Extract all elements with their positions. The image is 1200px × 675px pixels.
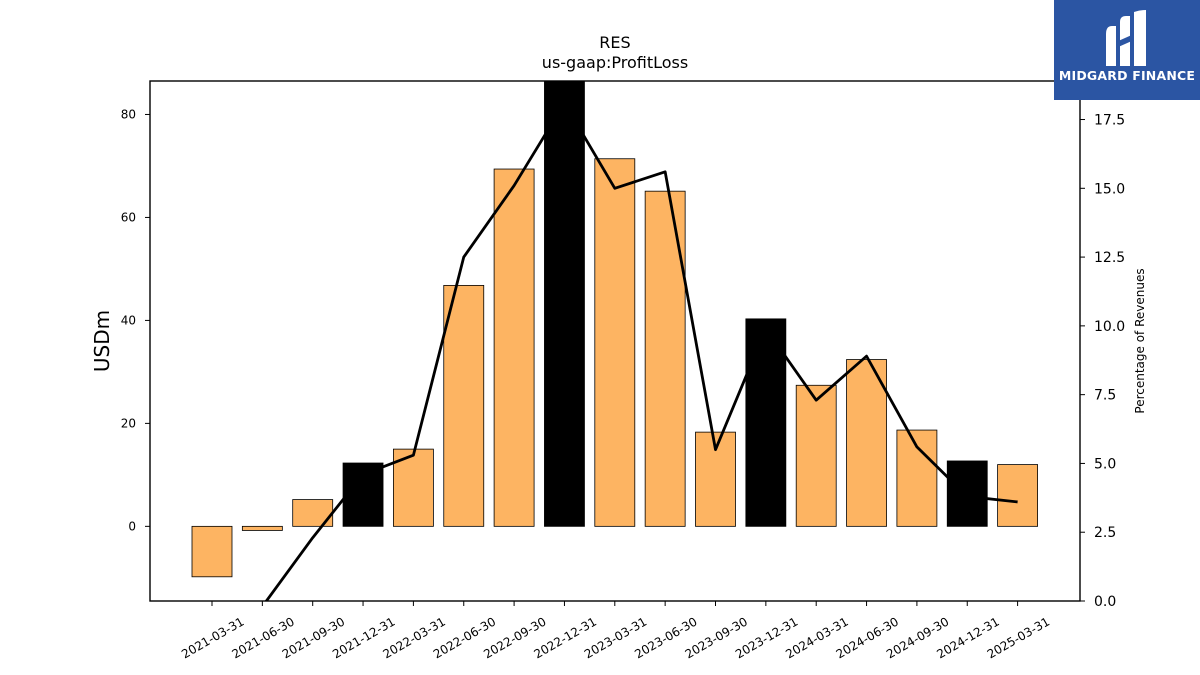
y-tick-label: 80 <box>121 107 136 121</box>
y2-tick-label: 15.0 <box>1094 181 1125 197</box>
bar-2024-06-30 <box>846 359 887 527</box>
bar-2021-03-31 <box>191 525 233 578</box>
y2-axis-label: Percentage of Revenues <box>1133 268 1147 413</box>
bar-2022-06-30 <box>443 284 485 527</box>
bar-2022-03-31 <box>392 448 434 527</box>
brand-logo: MIDGARD FINANCE <box>1054 0 1200 100</box>
bar-2021-12-31 <box>342 462 384 527</box>
y-axis-label: USDm <box>90 310 114 372</box>
bar-2021-09-30 <box>292 499 334 527</box>
chart-subtitle: us-gaap:ProfitLoss <box>542 53 688 72</box>
y2-tick-label: 0.0 <box>1094 594 1116 610</box>
y-tick-label: 20 <box>121 416 136 430</box>
bar-2025-03-31 <box>997 464 1038 527</box>
y2-tick-label: 2.5 <box>1094 525 1116 541</box>
y-tick-label: 40 <box>121 313 136 327</box>
chart-title: RES <box>599 33 630 52</box>
bar-2024-03-31 <box>795 384 837 527</box>
midgard-logo-icon <box>1106 10 1146 66</box>
bar-2022-09-30 <box>493 168 535 527</box>
y2-tick-label: 7.5 <box>1094 388 1116 404</box>
logo-text: MIDGARD FINANCE <box>1058 68 1196 83</box>
y2-tick-label: 17.5 <box>1094 113 1125 129</box>
y2-tick-label: 10.0 <box>1094 319 1125 335</box>
bar-2021-06-30 <box>241 525 283 531</box>
y2-tick-label: 12.5 <box>1094 250 1125 266</box>
bar-2023-12-31 <box>745 318 787 527</box>
percentage-line <box>264 101 1018 601</box>
y-tick-label: 60 <box>121 210 136 224</box>
y-tick-label: 0 <box>128 519 136 533</box>
bar-2022-12-31 <box>544 81 585 527</box>
bar-2023-03-31 <box>594 158 636 527</box>
y2-tick-label: 5.0 <box>1094 456 1116 472</box>
bar-2024-12-31 <box>946 460 988 527</box>
